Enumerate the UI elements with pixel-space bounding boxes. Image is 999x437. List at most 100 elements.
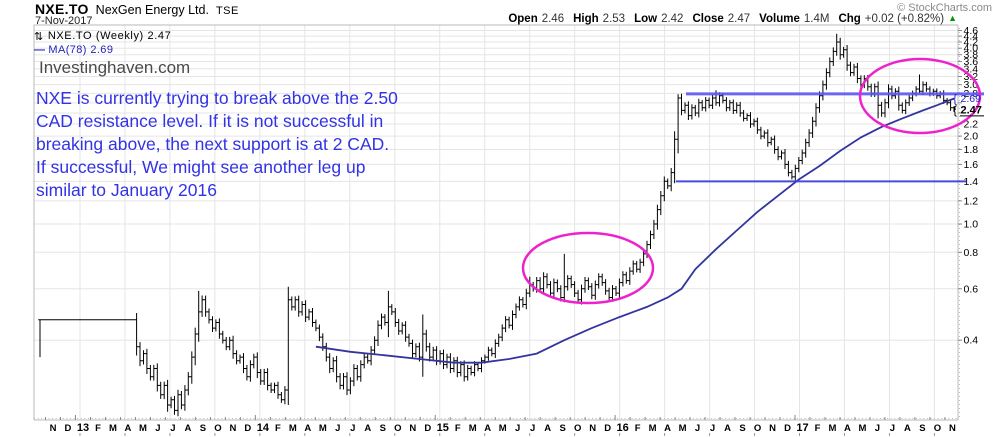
x-axis: N D 13 F M A M J J A S O N D 14 F M A M J J A S O N D 15 F M A M J J A S O N… (34, 415, 958, 436)
y-axis-label: 1.6 (964, 159, 979, 171)
series-legend[interactable]: ⇅ NXE.TO (Weekly) 2.47 (34, 30, 171, 43)
x-axis-label: A (664, 423, 671, 434)
y-axis-label: 4.0 (964, 43, 979, 55)
x-axis-label: M (679, 423, 687, 434)
x-axis-label: J (875, 423, 880, 434)
y-axis-label: 1.8 (964, 144, 979, 156)
chart-date: 7-Nov-2017 (35, 15, 93, 27)
high-value: 2.53 (602, 13, 626, 25)
bar-chart-icon: ⇅ (34, 31, 44, 43)
x-axis-label: A (184, 423, 191, 434)
x-axis-label: D (424, 423, 431, 434)
annotation-line: If successful, We might see another leg … (36, 157, 366, 177)
x-axis-label: F (275, 423, 281, 434)
x-axis-label: J (350, 423, 355, 434)
x-axis-label: D (604, 423, 611, 434)
x-axis-label: M (858, 423, 866, 434)
series-legend-label: NXE.TO (Weekly) 2.47 (47, 30, 172, 42)
x-axis-label: M (649, 423, 657, 434)
x-axis-label: M (829, 423, 837, 434)
x-axis-label: O (394, 423, 401, 434)
x-axis-label: J (695, 423, 700, 434)
annotation-ellipse-consolidation-2015[interactable] (521, 231, 655, 305)
x-axis-label: J (170, 423, 175, 434)
y-axis: 0.40.60.81.01.21.41.61.82.02.22.83.03.23… (958, 25, 978, 418)
low-label: Low (634, 13, 658, 25)
annotation-ellipse-breakout-test-2017[interactable] (858, 57, 982, 135)
x-axis-label: J (710, 423, 715, 434)
chart-header: NXE.TO NexGen Energy Ltd. TSE (35, 1, 239, 17)
exchange-name: TSE (215, 5, 239, 17)
open-label: Open (508, 13, 538, 25)
x-axis-label: 15 (437, 422, 449, 434)
x-axis-label: F (95, 423, 101, 434)
ma-line-swatch: — (34, 44, 46, 56)
last-price-brace: { (953, 103, 957, 117)
x-axis-label: M (319, 423, 327, 434)
x-axis-label: 17 (796, 422, 808, 434)
ticker-symbol: NXE.TO (35, 1, 89, 17)
analysis-annotation: NXE is currently trying to break above t… (36, 87, 398, 202)
chg-value: +0.02 (+0.82%) (864, 13, 945, 25)
x-axis-label: A (844, 423, 851, 434)
company-name: NexGen Energy Ltd. (95, 3, 209, 17)
ma-legend-label: MA(78) 2.69 (48, 44, 114, 56)
y-axis-label: 1.4 (964, 176, 979, 188)
x-axis-label: N (589, 423, 596, 434)
volume-label: Volume (759, 13, 800, 25)
x-axis-label: N (50, 423, 57, 434)
y-axis-label: 2.0 (964, 131, 979, 143)
open-value: 2.46 (541, 13, 565, 25)
x-axis-label: S (380, 423, 386, 434)
x-axis-label: J (515, 423, 520, 434)
x-axis-label: 13 (77, 422, 89, 434)
grid (34, 25, 958, 420)
ma-price-label: 2.69 (961, 93, 982, 105)
x-axis-label: N (949, 423, 956, 434)
x-axis-label: M (289, 423, 297, 434)
volume-value: 1.4M (803, 13, 830, 25)
x-axis-label: 14 (257, 422, 270, 434)
x-axis-label: M (469, 423, 477, 434)
x-axis-label: S (200, 423, 206, 434)
x-axis-label: 16 (616, 422, 628, 434)
x-axis-label: A (724, 423, 731, 434)
x-axis-label: J (530, 423, 535, 434)
x-axis-label: J (335, 423, 340, 434)
x-axis-label: S (739, 423, 745, 434)
ma-legend[interactable]: — MA(78) 2.69 (34, 44, 113, 56)
x-axis-label: N (409, 423, 416, 434)
y-axis-label: 4.4 (964, 31, 979, 43)
x-axis-label: D (784, 423, 791, 434)
plot-border (33, 24, 959, 421)
x-axis-label: A (125, 423, 132, 434)
y-axis-label: 0.8 (964, 247, 979, 259)
ma-marker-brace: { (953, 92, 957, 106)
y-axis-label: 3.6 (964, 56, 979, 68)
x-axis-label: A (544, 423, 551, 434)
close-label: Close (692, 13, 724, 25)
y-axis-label: 4.2 (964, 37, 979, 49)
y-axis-label: 1.0 (964, 219, 979, 231)
quote-strip: Open 2.46 High 2.53 Low 2.42 Close 2.47 Volu… (508, 13, 957, 25)
close-value: 2.47 (727, 13, 751, 25)
x-axis-label: M (109, 423, 117, 434)
x-axis-label: O (754, 423, 761, 434)
y-axis-label: 4.6 (964, 25, 979, 37)
x-axis-label: N (769, 423, 776, 434)
x-axis-label: S (559, 423, 565, 434)
annotation-line: NXE is currently trying to break above t… (36, 88, 398, 108)
ma-line (315, 97, 955, 364)
price-bars (38, 33, 956, 417)
x-axis-label: D (65, 423, 72, 434)
price-markers: {2.69 {2.47 (953, 92, 984, 117)
last-price-label: 2.47 (961, 104, 982, 116)
x-axis-label: D (244, 423, 251, 434)
x-axis-label: F (455, 423, 461, 434)
low-value: 2.42 (661, 13, 684, 25)
x-axis-label: A (304, 423, 311, 434)
x-axis-label: J (890, 423, 895, 434)
x-axis-label: F (635, 423, 641, 434)
y-axis-label: 3.8 (964, 49, 979, 61)
